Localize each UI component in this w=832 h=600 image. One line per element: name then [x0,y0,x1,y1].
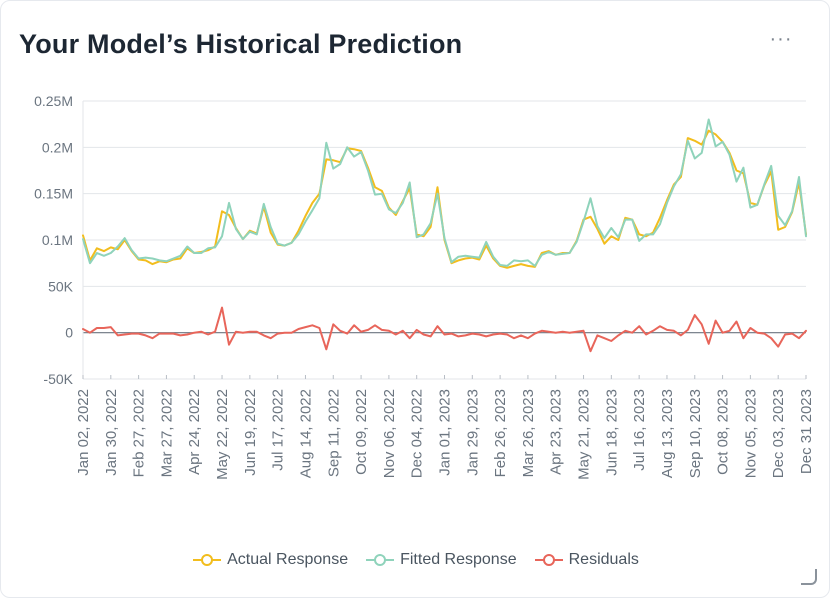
legend-fitted-marker-icon [366,554,395,566]
resize-handle-icon[interactable] [801,569,817,585]
chart-title: Your Model’s Historical Prediction [19,29,463,59]
x-tick-label: May 21, 2023 [576,389,593,480]
x-tick-label: Sep 10, 2023 [687,389,704,478]
x-tick-label: Jun 18, 2023 [603,389,620,476]
y-tick-label: 0 [65,325,73,341]
y-tick-label: 0.15M [34,186,73,202]
x-tick-label: Jul 16, 2023 [631,389,648,471]
legend-residuals-marker-icon [534,554,563,566]
legend-label-residuals: Residuals [568,551,639,568]
legend-item-fitted[interactable]: Fitted Response [366,551,517,569]
y-tick-label: -50K [43,371,73,387]
y-tick-label: 0.25M [34,93,73,109]
x-tick-label: Jun 19, 2022 [242,389,259,476]
legend-label-fitted: Fitted Response [400,551,517,568]
x-tick-label: Nov 05, 2023 [742,389,759,478]
x-tick-label: Feb 27, 2022 [131,389,148,477]
x-tick-label: Jan 01, 2023 [437,389,454,476]
x-tick-label: Nov 06, 2022 [381,389,398,478]
x-tick-label: Dec 31 2023 [798,389,815,474]
x-tick-label: Mar 26, 2023 [520,389,537,477]
x-tick-label: Sep 11, 2022 [325,389,342,477]
x-tick-label: Apr 23, 2023 [548,389,565,475]
x-tick-label: Aug 14, 2022 [297,389,314,478]
x-tick-label: Feb 26, 2023 [492,389,509,477]
x-tick-label: Mar 27, 2022 [158,389,175,477]
y-tick-label: 0.2M [42,139,73,155]
x-tick-label: May 22, 2022 [214,389,231,480]
legend-label-actual: Actual Response [227,551,349,568]
actual-response-line [82,129,807,269]
residuals-line [82,306,807,353]
chart-legend: Actual Response Fitted Response Residual… [1,551,831,569]
x-tick-label: Oct 08, 2023 [715,389,732,475]
y-tick-label: 0.1M [42,232,73,248]
fitted-response-line [82,118,807,267]
x-tick-label: Aug 13, 2023 [659,389,676,478]
x-tick-label: Apr 24, 2022 [186,389,203,475]
x-tick-label: Oct 09, 2022 [353,389,370,475]
x-tick-label: Jan 29, 2023 [464,389,481,476]
x-tick-label: Dec 04, 2022 [409,389,426,478]
x-tick-label: Jul 17, 2022 [270,389,287,471]
y-tick-label: 50K [48,278,74,294]
legend-item-residuals[interactable]: Residuals [534,551,639,569]
legend-item-actual[interactable]: Actual Response [193,551,348,569]
x-tick-label: Jan 02, 2022 [75,389,92,476]
more-options-icon[interactable]: ··· [769,28,793,50]
line-chart: -50K 0 50K 0.1M 0.15M 0.2M 0.25M Jan 02, 2022 Ja… [34,93,815,480]
x-tick-label: Dec 03, 2023 [770,389,787,478]
x-tick-label: Jan 30, 2022 [103,389,120,476]
legend-actual-marker-icon [193,554,222,566]
